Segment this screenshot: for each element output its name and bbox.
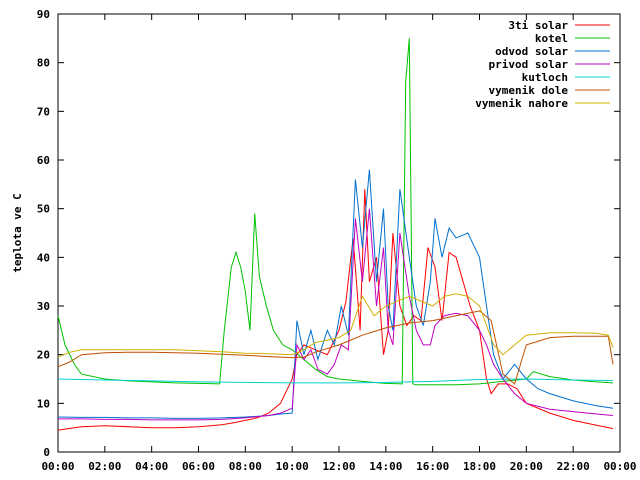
x-tick-label: 22:00 [557,460,590,473]
series-line-3ti-solar [57,189,614,431]
y-tick-label: 80 [37,57,50,70]
x-tick-label: 08:00 [229,460,262,473]
y-tick-label: 40 [37,251,50,264]
series-line-privod-solar [58,208,614,421]
y-tick-label: 10 [37,397,50,410]
y-tick-label: 30 [37,300,50,313]
x-tick-label: 10:00 [276,460,309,473]
y-tick-label: 70 [37,105,50,118]
legend-label-odvod-solar: odvod solar [495,45,568,58]
series-line-kutloch [57,378,614,384]
legend-label-kotel: kotel [535,32,568,45]
x-tick-label: 14:00 [369,460,402,473]
x-tick-label: 00:00 [603,460,636,473]
x-axis: 00:00 02:00 04:00 06:00 08:00 10:00 12:00 14:00… [41,14,637,473]
series-line-kotel [57,38,614,386]
legend-label-vymenik-nahore: vymenik nahore [475,97,568,110]
series-line-vymenik-nahore [57,293,614,358]
x-tick-label: 02:00 [88,460,121,473]
series-group [57,38,614,431]
y-tick-label: 60 [37,154,50,167]
series-line-odvod-solar [57,169,614,419]
y-tick-label: 50 [37,203,50,216]
legend-label-kutloch: kutloch [522,71,568,84]
x-tick-label: 16:00 [416,460,449,473]
y-tick-label: 0 [43,446,50,459]
y-tick-label: 20 [37,349,50,362]
legend-label-privod-solar: privod solar [489,58,569,71]
y-tick-label: 90 [37,8,50,21]
legend-label-3ti-solar: 3ti solar [508,19,568,32]
x-tick-label: 18:00 [463,460,496,473]
x-tick-label: 00:00 [41,460,74,473]
y-axis: 0 10 20 30 40 50 60 70 80 90 [37,8,620,459]
y-axis-label: teplota ve C [11,193,24,272]
series-line-vymenik-dole [57,310,614,385]
legend-label-vymenik-dole: vymenik dole [489,84,569,97]
x-tick-label: 12:00 [322,460,355,473]
x-tick-label: 06:00 [182,460,215,473]
x-tick-label: 04:00 [135,460,168,473]
x-tick-label: 20:00 [510,460,543,473]
